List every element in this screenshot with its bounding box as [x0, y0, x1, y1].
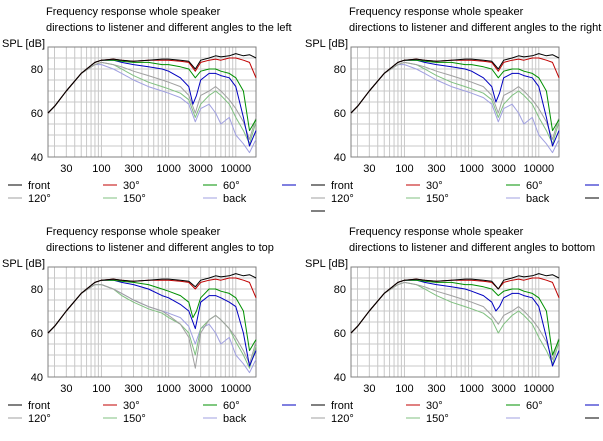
x-tick-label: 300: [427, 383, 445, 395]
legend-label: 150°: [426, 413, 449, 425]
y-tick-label: 80: [334, 284, 346, 296]
y-tick-label: 80: [31, 64, 43, 76]
series-line: [47, 273, 257, 334]
x-tick-label: 1000: [156, 163, 180, 175]
legend-label: 150°: [426, 193, 449, 205]
y-tick-label: 60: [31, 108, 43, 120]
x-tick-label: 3000: [188, 383, 212, 395]
x-tick-label: 3000: [491, 163, 515, 175]
legend-label: 120°: [28, 193, 51, 205]
legend-label: 30°: [426, 180, 443, 192]
legend-label: back: [223, 413, 247, 425]
x-tick-label: 30: [363, 383, 375, 395]
x-tick-label: 100: [395, 383, 413, 395]
x-tick-label: 10000: [220, 163, 251, 175]
chart-svg: Frequency response whole speaker directio…: [2, 6, 296, 205]
legend-label: 120°: [331, 193, 354, 205]
chart-subtitle: directions to listener and different ang…: [349, 242, 595, 254]
legend-label: back: [526, 193, 550, 205]
legend-label: 60°: [526, 400, 543, 412]
x-tick-label: 100: [92, 383, 110, 395]
x-tick-label: 10000: [523, 383, 554, 395]
series-line: [350, 53, 560, 114]
x-tick-label: 300: [427, 163, 445, 175]
plot-frame: [47, 266, 257, 378]
x-tick-label: 10000: [220, 383, 251, 395]
x-tick-label: 30: [60, 383, 72, 395]
chart-panel-left: Frequency response whole speaker directio…: [0, 0, 300, 220]
y-tick-label: 60: [31, 328, 43, 340]
chart-subtitle: directions to listener and different ang…: [46, 22, 292, 34]
x-tick-label: 300: [124, 163, 142, 175]
series-line: [350, 273, 560, 334]
y-tick-label: 60: [334, 108, 346, 120]
chart-panel-right: Frequency response whole speaker directio…: [303, 0, 603, 220]
legend-label: 60°: [526, 180, 543, 192]
x-tick-label: 30: [60, 163, 72, 175]
x-tick-label: 1000: [459, 163, 483, 175]
series-line: [47, 284, 257, 369]
y-tick-label: 40: [334, 372, 346, 384]
legend-label: 30°: [123, 400, 140, 412]
chart-subtitle: directions to listener and different ang…: [349, 22, 601, 34]
plot-frame: [350, 266, 560, 378]
y-axis-label: SPL [dB]: [2, 38, 45, 50]
y-tick-label: 80: [31, 284, 43, 296]
x-tick-label: 10000: [523, 163, 554, 175]
x-tick-label: 3000: [491, 383, 515, 395]
chart-subtitle: directions to listener and different ang…: [46, 242, 274, 254]
legend-label: front: [331, 400, 353, 412]
chart-title: Frequency response whole speaker: [46, 6, 221, 18]
y-axis-label: SPL [dB]: [2, 258, 45, 270]
x-tick-label: 1000: [156, 383, 180, 395]
y-tick-label: 40: [31, 372, 43, 384]
x-tick-label: 30: [363, 163, 375, 175]
plot-frame: [47, 46, 257, 158]
chart-panel-top: Frequency response whole speaker directio…: [0, 220, 300, 440]
legend-label: back: [223, 193, 247, 205]
chart-title: Frequency response whole speaker: [349, 6, 524, 18]
chart-svg: Frequency response whole speaker directio…: [305, 226, 599, 425]
chart-title: Frequency response whole speaker: [349, 226, 524, 238]
legend-label: 30°: [426, 400, 443, 412]
legend-label: 30°: [123, 180, 140, 192]
chart-title: Frequency response whole speaker: [46, 226, 221, 238]
series-line: [350, 61, 560, 140]
y-tick-label: 40: [334, 152, 346, 164]
legend-label: 150°: [123, 193, 146, 205]
legend-label: front: [331, 180, 353, 192]
chart-svg: Frequency response whole speaker directio…: [2, 226, 296, 425]
plot-frame: [350, 46, 560, 158]
x-tick-label: 1000: [459, 383, 483, 395]
legend-label: front: [28, 400, 50, 412]
chart-panel-bottom: Frequency response whole speaker directio…: [303, 220, 603, 440]
series-line: [350, 281, 560, 360]
y-axis-label: SPL [dB]: [305, 38, 348, 50]
legend-label: 60°: [223, 400, 240, 412]
chart-svg: Frequency response whole speaker directio…: [305, 6, 601, 212]
legend-label: 120°: [331, 413, 354, 425]
x-tick-label: 100: [92, 163, 110, 175]
y-tick-label: 40: [31, 152, 43, 164]
legend-label: 150°: [123, 413, 146, 425]
legend-label: front: [28, 180, 50, 192]
y-tick-label: 80: [334, 64, 346, 76]
series-line: [47, 61, 257, 140]
legend-label: 120°: [28, 413, 51, 425]
x-tick-label: 3000: [188, 163, 212, 175]
x-tick-label: 100: [395, 163, 413, 175]
legend-label: 60°: [223, 180, 240, 192]
series-line: [47, 53, 257, 114]
y-tick-label: 60: [334, 328, 346, 340]
x-tick-label: 300: [124, 383, 142, 395]
y-axis-label: SPL [dB]: [305, 258, 348, 270]
